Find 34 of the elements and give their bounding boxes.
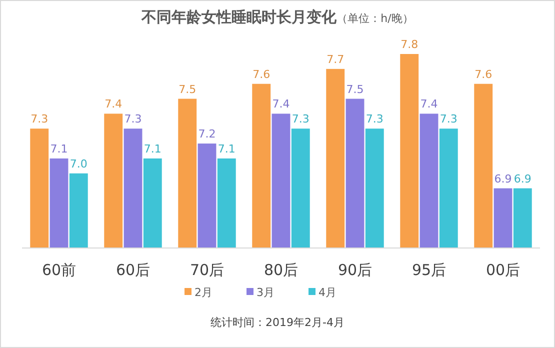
data-label: 7.4 <box>272 98 290 111</box>
x-tick-label: 70后 <box>190 261 224 279</box>
x-tick-label: 60前 <box>42 261 76 279</box>
legend-label: 3月 <box>256 286 274 299</box>
x-tick-label: 90后 <box>338 261 372 279</box>
data-label: 6.9 <box>514 172 532 186</box>
chart-subtitle: （单位：h/晚） <box>336 12 414 25</box>
data-label: 6.9 <box>494 172 512 186</box>
legend-label: 4月 <box>318 286 336 299</box>
data-label: 7.4 <box>104 98 122 111</box>
chart-title: 不同年龄女性睡眠时长月变化 <box>140 8 338 26</box>
data-label: 7.3 <box>292 112 310 126</box>
x-tick-label: 80后 <box>264 261 298 279</box>
data-label: 7.5 <box>178 82 196 96</box>
x-tick-label: 60后 <box>116 261 150 279</box>
data-label: 7.2 <box>198 128 216 141</box>
data-label: 7.7 <box>326 52 344 66</box>
data-label: 7.4 <box>420 98 438 111</box>
data-label: 7.3 <box>366 112 384 126</box>
text: 统计时间：2019年2月-4月 <box>210 316 344 329</box>
legend-label: 2月 <box>194 286 212 299</box>
x-tick-label: 95后 <box>412 261 446 279</box>
data-label: 7.3 <box>30 112 48 126</box>
data-label: 7.6 <box>252 68 270 81</box>
data-label: 7.8 <box>400 38 418 51</box>
data-label: 7.1 <box>144 142 162 156</box>
data-label: 7.3 <box>124 112 142 126</box>
data-label: 7.6 <box>474 68 492 81</box>
data-label: 7.5 <box>346 82 364 96</box>
data-label: 7.1 <box>218 142 236 156</box>
data-label: 7.1 <box>50 142 68 156</box>
data-label: 7.0 <box>70 157 88 170</box>
data-label: 7.3 <box>440 112 458 126</box>
x-tick-label: 00后 <box>486 261 520 279</box>
